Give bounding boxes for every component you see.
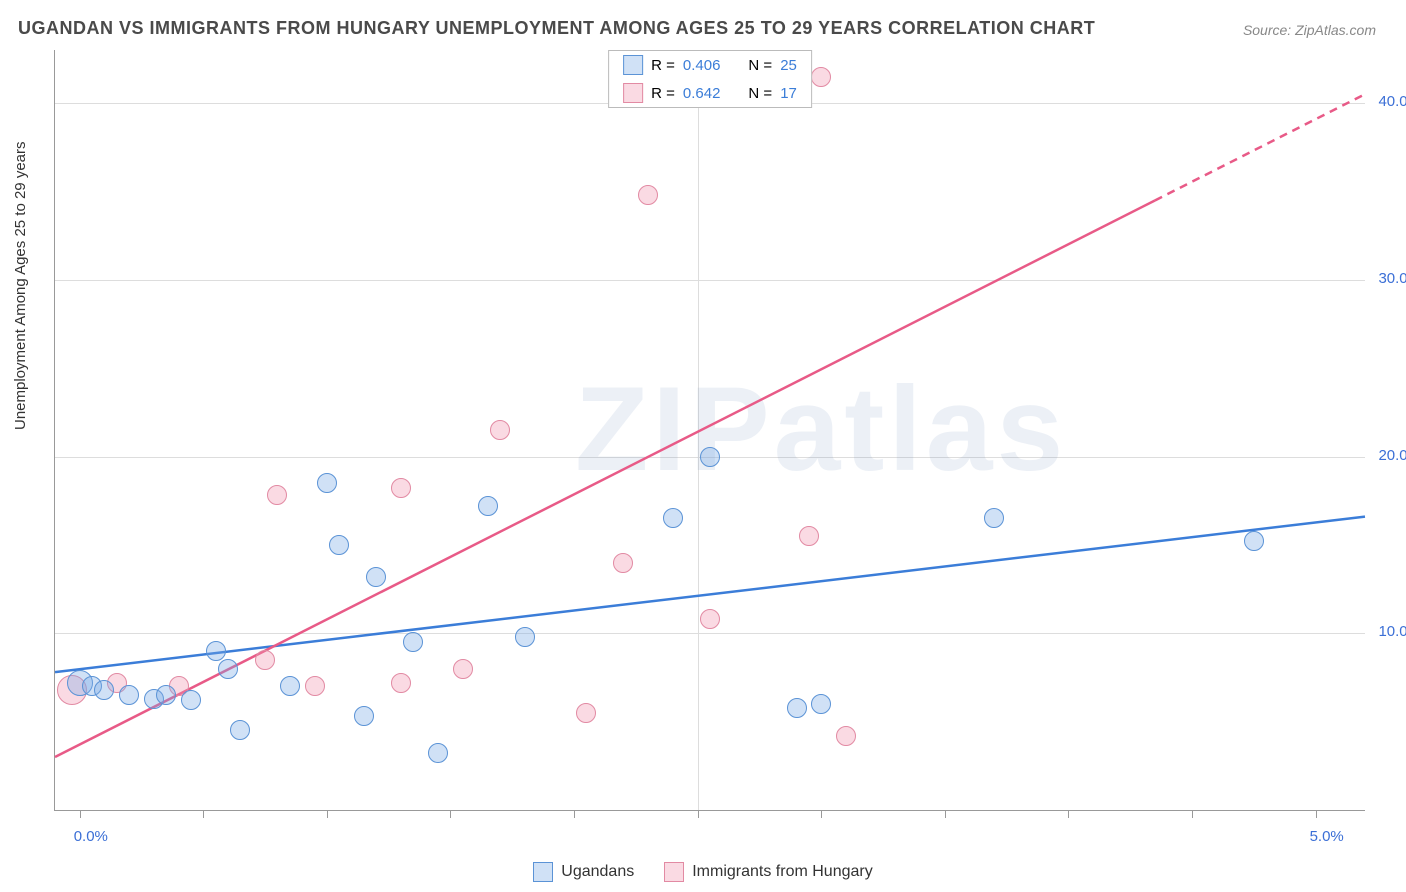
- data-point-ugandans: [329, 535, 349, 555]
- legend-row-ugandans: R = 0.406 N = 25: [609, 51, 811, 79]
- data-point-hungary: [391, 673, 411, 693]
- y-tick-label: 30.0%: [1378, 270, 1406, 287]
- data-point-hungary: [700, 609, 720, 629]
- swatch-hungary: [623, 83, 643, 103]
- data-point-ugandans: [700, 447, 720, 467]
- x-tick: [574, 810, 575, 818]
- y-tick-label: 10.0%: [1378, 623, 1406, 640]
- r-value-hungary: 0.642: [683, 85, 721, 102]
- data-point-ugandans: [428, 743, 448, 763]
- data-point-ugandans: [478, 496, 498, 516]
- data-point-hungary: [799, 526, 819, 546]
- r-label: R =: [651, 57, 675, 74]
- data-point-hungary: [836, 726, 856, 746]
- data-point-hungary: [453, 659, 473, 679]
- n-label: N =: [748, 57, 772, 74]
- data-point-ugandans: [206, 641, 226, 661]
- trend-lines-layer: [55, 50, 1365, 810]
- y-tick-label: 40.0%: [1378, 93, 1406, 110]
- y-tick-label: 20.0%: [1378, 447, 1406, 464]
- data-point-ugandans: [280, 676, 300, 696]
- data-point-hungary: [811, 67, 831, 87]
- x-tick: [1192, 810, 1193, 818]
- swatch-ugandans-icon: [533, 862, 553, 882]
- data-point-hungary: [305, 676, 325, 696]
- data-point-ugandans: [317, 473, 337, 493]
- data-point-ugandans: [354, 706, 374, 726]
- data-point-hungary: [638, 185, 658, 205]
- chart-title: UGANDAN VS IMMIGRANTS FROM HUNGARY UNEMP…: [18, 18, 1095, 39]
- x-tick: [80, 810, 81, 818]
- data-point-ugandans: [984, 508, 1004, 528]
- x-tick: [1316, 810, 1317, 818]
- x-tick: [698, 810, 699, 818]
- data-point-ugandans: [119, 685, 139, 705]
- data-point-ugandans: [1244, 531, 1264, 551]
- x-tick: [327, 810, 328, 818]
- data-point-ugandans: [94, 680, 114, 700]
- source-label: Source: ZipAtlas.com: [1243, 22, 1376, 38]
- trend-line: [55, 517, 1365, 673]
- data-point-ugandans: [403, 632, 423, 652]
- data-point-ugandans: [218, 659, 238, 679]
- data-point-hungary: [576, 703, 596, 723]
- data-point-ugandans: [811, 694, 831, 714]
- n-value-hungary: 17: [780, 85, 797, 102]
- data-point-hungary: [490, 420, 510, 440]
- data-point-ugandans: [230, 720, 250, 740]
- data-point-hungary: [255, 650, 275, 670]
- legend-correlation: R = 0.406 N = 25 R = 0.642 N = 17: [608, 50, 812, 108]
- legend-series: Ugandans Immigrants from Hungary: [0, 862, 1406, 882]
- x-tick: [1068, 810, 1069, 818]
- swatch-hungary-icon: [664, 862, 684, 882]
- data-point-hungary: [391, 478, 411, 498]
- y-axis-label: Unemployment Among Ages 25 to 29 years: [12, 141, 29, 430]
- data-point-hungary: [613, 553, 633, 573]
- trend-line: [1155, 94, 1365, 200]
- x-tick: [945, 810, 946, 818]
- data-point-ugandans: [366, 567, 386, 587]
- x-tick: [450, 810, 451, 818]
- data-point-hungary: [267, 485, 287, 505]
- data-point-ugandans: [181, 690, 201, 710]
- n-label: N =: [748, 85, 772, 102]
- n-value-ugandans: 25: [780, 57, 797, 74]
- legend-item-ugandans: Ugandans: [533, 862, 634, 882]
- x-tick-label: 5.0%: [1310, 828, 1344, 845]
- x-tick-label: 0.0%: [74, 828, 108, 845]
- x-tick: [203, 810, 204, 818]
- data-point-ugandans: [663, 508, 683, 528]
- legend-item-hungary: Immigrants from Hungary: [664, 862, 873, 882]
- x-tick: [821, 810, 822, 818]
- r-value-ugandans: 0.406: [683, 57, 721, 74]
- swatch-ugandans: [623, 55, 643, 75]
- data-point-ugandans: [787, 698, 807, 718]
- legend-row-hungary: R = 0.642 N = 17: [609, 79, 811, 107]
- data-point-ugandans: [515, 627, 535, 647]
- legend-label-ugandans: Ugandans: [561, 863, 634, 881]
- legend-label-hungary: Immigrants from Hungary: [692, 863, 873, 881]
- r-label: R =: [651, 85, 675, 102]
- data-point-ugandans: [156, 685, 176, 705]
- plot-area: ZIPatlas R = 0.406 N = 25 R = 0.642 N = …: [54, 50, 1365, 811]
